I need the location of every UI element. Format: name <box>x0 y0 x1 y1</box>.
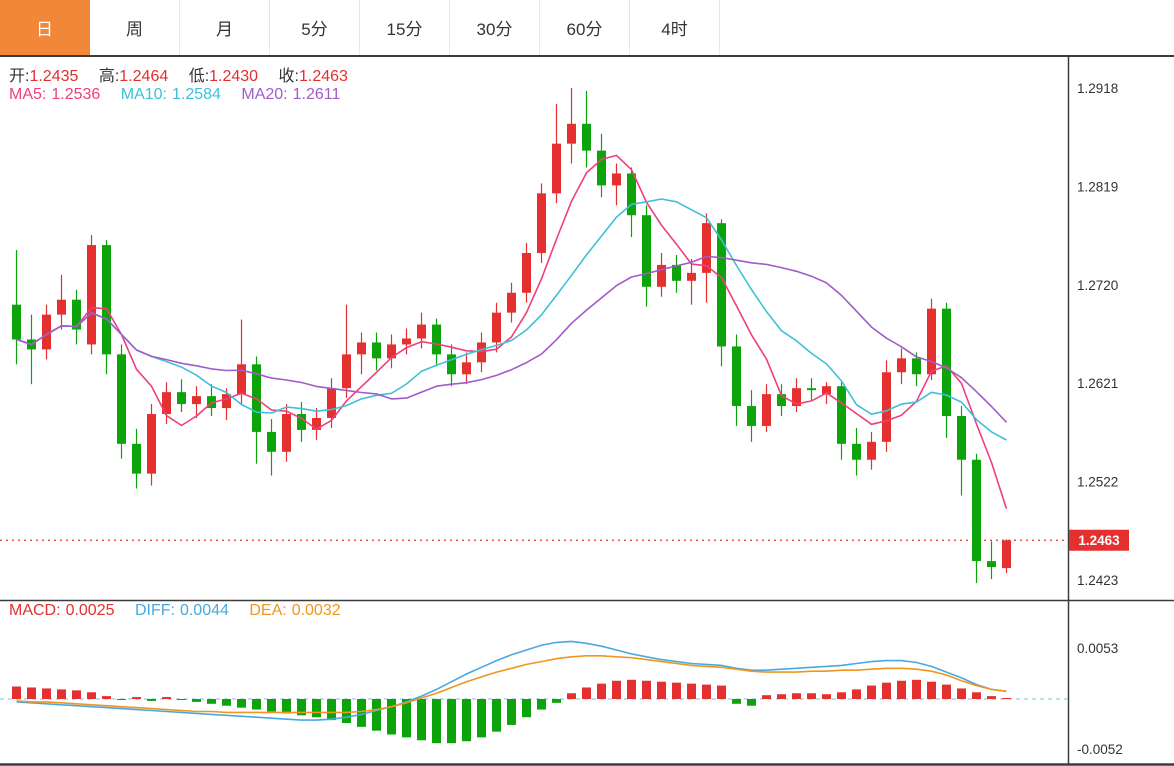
ma5-value: 1.2536 <box>51 86 101 103</box>
low-value: 1.2430 <box>209 68 259 85</box>
dea-value: 0.0032 <box>291 602 341 619</box>
tab-4hour[interactable]: 4时 <box>630 0 720 55</box>
axis-tick-label: 1.2720 <box>1077 278 1118 293</box>
tab-month[interactable]: 月 <box>180 0 270 55</box>
tab-30min[interactable]: 30分 <box>450 0 540 55</box>
timeframe-tabbar: 日 周 月 5分 15分 30分 60分 4时 <box>0 0 1174 57</box>
ma10-line <box>16 198 1007 441</box>
macd-value: 0.0025 <box>65 602 115 619</box>
macd-dea-line <box>16 654 1007 714</box>
diff-label: DIFF: <box>134 602 175 619</box>
macd-histogram <box>12 679 1011 744</box>
axis-tick-label: 1.2423 <box>1077 573 1118 588</box>
tab-60min[interactable]: 60分 <box>540 0 630 55</box>
axis-tick-label: 1.2918 <box>1077 81 1118 96</box>
last-price-tag: 1.2463 <box>1069 529 1129 551</box>
axis-tick-label: -0.0052 <box>1077 742 1123 757</box>
macd-label: MACD: <box>9 602 61 619</box>
axis-tick-label: 0.0053 <box>1077 641 1118 656</box>
macd-diff-line <box>16 640 1007 721</box>
close-label: 收: <box>278 68 299 85</box>
axis-tick-label: 1.2522 <box>1077 475 1118 490</box>
low-label: 低: <box>188 68 210 85</box>
price-axis-labels: 1.2918 1.2819 1.2720 1.2621 1.2522 1.2423 0.00… <box>1077 81 1123 757</box>
high-label: 高: <box>98 68 120 85</box>
dea-label: DEA: <box>249 602 287 619</box>
diff-value: 0.0044 <box>179 602 229 619</box>
tab-day[interactable]: 日 <box>0 0 90 55</box>
ma5-line <box>16 154 1008 510</box>
chart-area[interactable]: 1.2918 1.2819 1.2720 1.2621 1.2522 1.2423 0.00… <box>0 57 1174 766</box>
ma10-value: 1.2584 <box>171 86 221 103</box>
ma20-value: 1.2611 <box>292 86 341 103</box>
ma10-label: MA10: <box>120 86 167 103</box>
ma20-line <box>16 255 1008 423</box>
high-value: 1.2464 <box>119 68 169 85</box>
tab-5min[interactable]: 5分 <box>270 0 360 55</box>
ma-readout: MA5: 1.2536 MA10: 1.2584 MA20: 1.2611 <box>9 86 340 104</box>
ma20-label: MA20: <box>241 86 288 103</box>
close-value: 1.2463 <box>298 68 348 85</box>
open-label: 开: <box>9 68 30 85</box>
ohlc-readout: 开:1.2435 高:1.2464 低:1.2430 收:1.2463 <box>9 62 348 86</box>
axis-tick-label: 1.2819 <box>1077 179 1118 194</box>
macd-readout: MACD: 0.0025 DIFF: 0.0044 DEA: 0.0032 <box>9 602 341 620</box>
axis-tick-label: 1.2621 <box>1077 376 1118 391</box>
last-price-tag-text: 1.2463 <box>1078 533 1120 548</box>
tab-15min[interactable]: 15分 <box>360 0 450 55</box>
ma5-label: MA5: <box>9 86 47 103</box>
tab-week[interactable]: 周 <box>90 0 180 55</box>
open-value: 1.2435 <box>29 68 79 85</box>
